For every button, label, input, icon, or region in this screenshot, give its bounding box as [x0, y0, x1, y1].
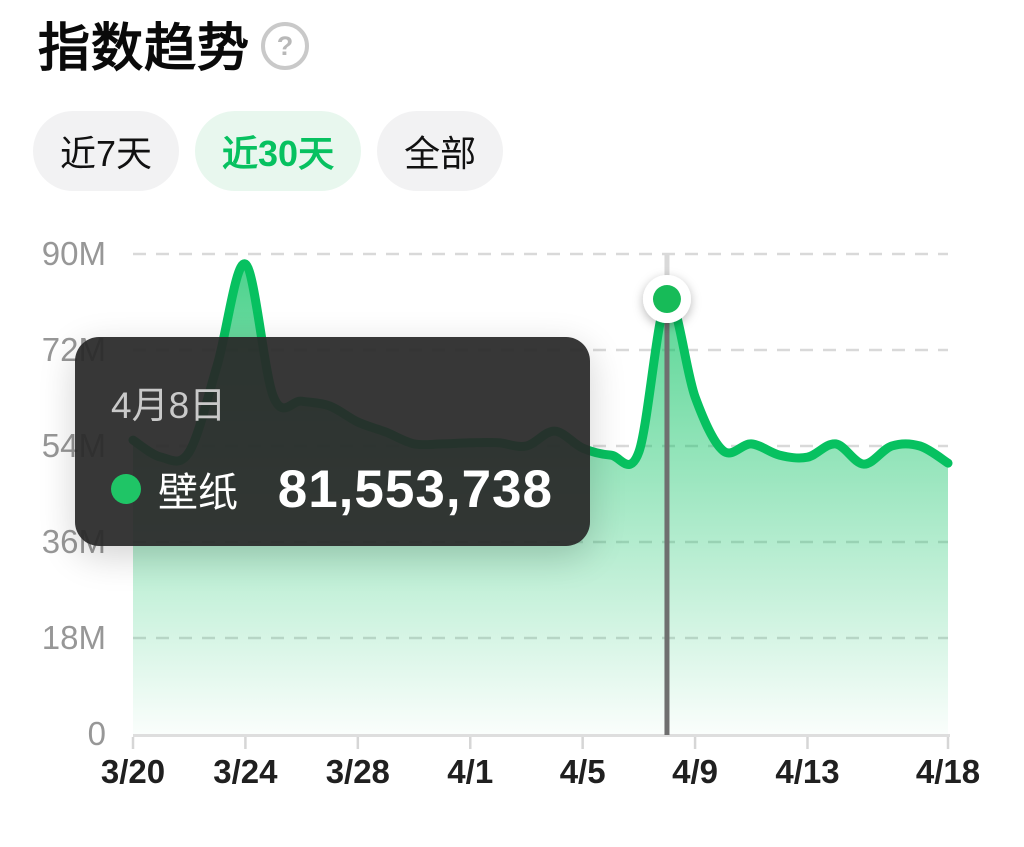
x-axis-label: 4/1: [447, 753, 494, 790]
help-icon[interactable]: ?: [261, 22, 309, 70]
highlight-marker: [642, 275, 691, 324]
tooltip-series-value: 81,553,738: [277, 459, 553, 519]
tab-all[interactable]: 全部: [377, 111, 504, 191]
tab-last-7-days[interactable]: 近7天: [33, 111, 180, 191]
y-axis-label: 90M: [41, 235, 106, 272]
time-range-tabs: 近7天 近30天 全部: [33, 111, 504, 191]
tooltip-date: 4月8日: [111, 385, 227, 426]
x-axis: [131, 734, 950, 749]
tooltip-series-name: 壁纸: [158, 471, 238, 515]
x-axis-label: 3/24: [213, 753, 278, 790]
y-axis-label: 18M: [41, 619, 106, 656]
x-axis-label: 4/18: [915, 753, 981, 790]
cursor-line: [664, 254, 670, 735]
question-mark-glyph: ?: [276, 30, 294, 61]
x-axis-label: 3/20: [100, 753, 166, 790]
tooltip-row: 壁纸 81,553,738: [111, 459, 553, 519]
x-axis-label: 4/5: [559, 753, 606, 790]
tooltip-series-dot: [111, 474, 141, 504]
x-axis-label: 4/13: [775, 753, 840, 790]
page-title: 指数趋势: [38, 20, 251, 78]
x-axis-label: 4/9: [672, 753, 718, 790]
tooltip: 4月8日 壁纸 81,553,738: [75, 337, 590, 546]
y-axis-label: 0: [87, 715, 106, 752]
tab-last-30-days[interactable]: 近30天: [195, 111, 362, 191]
x-axis-label: 3/28: [325, 753, 390, 790]
